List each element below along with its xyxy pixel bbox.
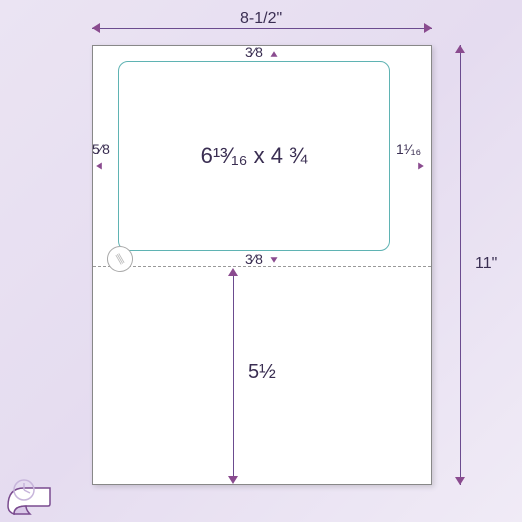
lower-height-label: 5½ [248, 361, 276, 384]
height-arrow-down [455, 477, 465, 485]
bottom-margin-label: 3⁄8 [245, 251, 263, 267]
top-margin-label: 3⁄8 [245, 44, 263, 60]
width-label: 8-1/2" [240, 10, 282, 28]
width-arrow-right [424, 23, 432, 33]
left-margin-label: 5⁄8 [92, 141, 110, 157]
label-window: 6¹³⁄₁₆ x 4 ¾ [118, 61, 390, 251]
bottom-margin-arrow [271, 257, 278, 263]
height-label: 11" [475, 255, 497, 273]
width-dim-line [92, 28, 432, 29]
height-dim-line [460, 45, 461, 485]
lower-height-line [233, 271, 234, 481]
lower-arrow-down [228, 476, 238, 484]
sheet: 6¹³⁄₁₆ x 4 ¾ ⦀ 3⁄8 3⁄8 5⁄8 1¹⁄₁₆ 5½ [92, 45, 432, 485]
top-margin-arrow [271, 51, 278, 57]
lower-arrow-up [228, 268, 238, 276]
diagram-container: 8-1/2" 11" 6¹³⁄₁₆ x 4 ¾ ⦀ 3⁄8 3⁄8 5⁄8 1¹… [0, 0, 522, 522]
peel-corner-icon [6, 476, 60, 516]
width-arrow-left [92, 23, 100, 33]
right-margin-arrow [418, 163, 424, 170]
right-margin-label: 1¹⁄₁₆ [396, 141, 421, 157]
label-size-text: 6¹³⁄₁₆ x 4 ¾ [201, 143, 308, 169]
height-arrow-up [455, 45, 465, 53]
left-margin-arrow [96, 163, 102, 170]
